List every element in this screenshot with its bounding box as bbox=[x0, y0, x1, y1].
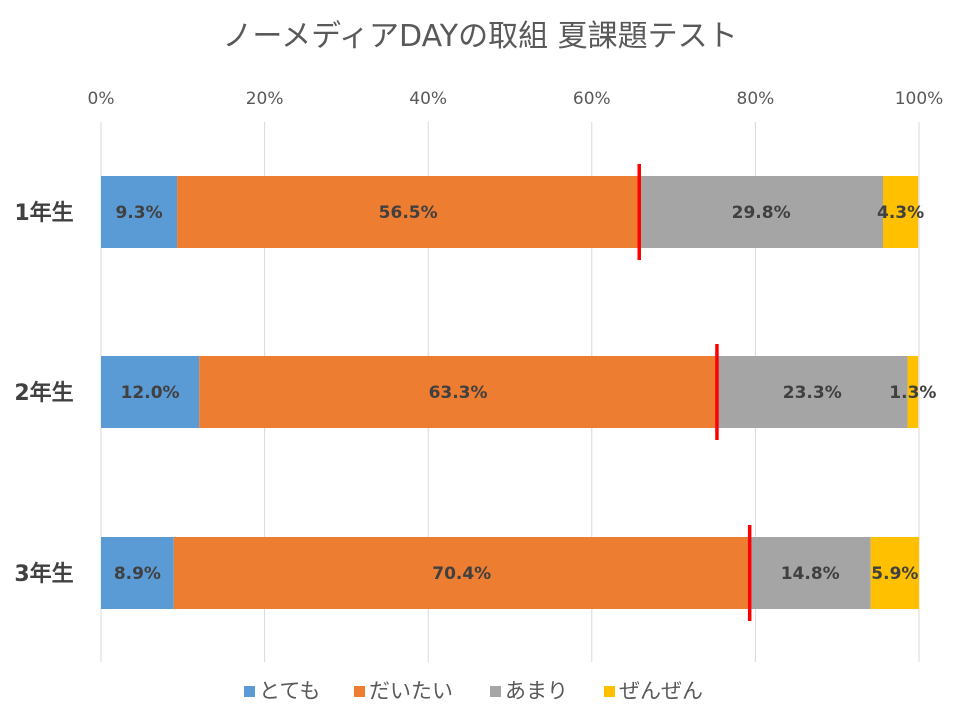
data-label: 63.3% bbox=[429, 383, 488, 403]
data-label: 5.9% bbox=[871, 564, 918, 584]
bar-segment bbox=[199, 356, 717, 428]
legend-item: だいたい bbox=[354, 679, 453, 703]
legend-swatch bbox=[490, 686, 501, 697]
data-labels: 9.3% 56.5% 29.8% 4.3% 12.0% 63.3% 23.3% 1.3% 8.9… bbox=[114, 203, 937, 584]
x-tick-label: 100% bbox=[895, 89, 944, 109]
legend-swatch bbox=[244, 686, 255, 697]
legend-item: ぜんぜん bbox=[604, 679, 703, 703]
legend-label: あまり bbox=[505, 679, 568, 703]
x-axis-ticks: 0% 20% 40% 60% 80% 100% bbox=[88, 89, 944, 109]
legend-swatch bbox=[354, 686, 365, 697]
legend: とても だいたい あまり ぜんぜん bbox=[244, 679, 703, 703]
marker-lines bbox=[637, 164, 752, 621]
bar-segment bbox=[907, 356, 919, 428]
data-label: 23.3% bbox=[783, 383, 842, 403]
category-labels: 1年生 2年生 3年生 bbox=[14, 200, 73, 587]
legend-label: だいたい bbox=[369, 679, 453, 703]
data-label: 70.4% bbox=[432, 564, 491, 584]
x-tick-label: 80% bbox=[737, 89, 775, 109]
legend-label: ぜんぜん bbox=[619, 679, 703, 703]
bar-segment bbox=[177, 176, 640, 248]
category-label: 3年生 bbox=[14, 561, 73, 587]
bar-segment bbox=[749, 537, 871, 609]
data-label: 12.0% bbox=[121, 383, 180, 403]
data-label: 8.9% bbox=[114, 564, 161, 584]
bars bbox=[101, 176, 919, 609]
x-tick-label: 60% bbox=[573, 89, 611, 109]
x-tick-label: 20% bbox=[246, 89, 284, 109]
legend-item: とても bbox=[244, 679, 320, 703]
data-label: 56.5% bbox=[379, 203, 438, 223]
data-label: 4.3% bbox=[877, 203, 924, 223]
data-label: 1.3% bbox=[889, 383, 936, 403]
chart-title: ノーメディアDAYの取組 夏課題テスト bbox=[222, 19, 737, 54]
data-label: 29.8% bbox=[732, 203, 791, 223]
bar-segment bbox=[173, 537, 750, 609]
bar-segment bbox=[101, 356, 200, 428]
x-tick-label: 0% bbox=[88, 89, 115, 109]
bar-segment bbox=[639, 176, 884, 248]
bar-segment bbox=[883, 176, 919, 248]
legend-item: あまり bbox=[490, 679, 568, 703]
bar-segment bbox=[101, 176, 178, 248]
data-label: 14.8% bbox=[781, 564, 840, 584]
legend-label: とても bbox=[259, 679, 320, 703]
category-label: 1年生 bbox=[14, 200, 73, 226]
legend-swatch bbox=[604, 686, 615, 697]
bar-segment bbox=[870, 537, 919, 609]
bar-segment bbox=[101, 537, 174, 609]
bar-segment bbox=[716, 356, 908, 428]
category-label: 2年生 bbox=[14, 380, 73, 406]
data-label: 9.3% bbox=[115, 203, 162, 223]
x-tick-label: 40% bbox=[409, 89, 447, 109]
